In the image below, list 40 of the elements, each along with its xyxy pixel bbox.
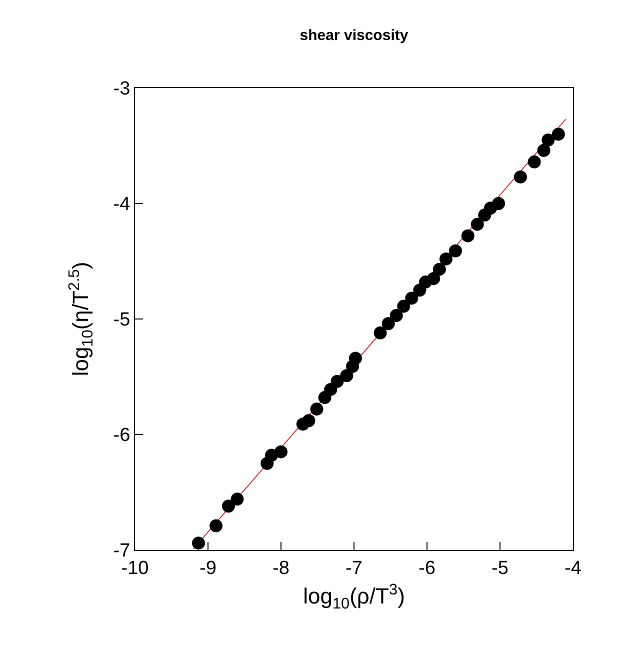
y-tick-label: -6 bbox=[113, 425, 130, 446]
y-tick-label: -5 bbox=[113, 310, 130, 331]
x-tick-label: -4 bbox=[564, 558, 582, 579]
x-tick-label: -8 bbox=[272, 558, 290, 579]
point bbox=[210, 519, 223, 532]
point bbox=[340, 369, 354, 382]
point bbox=[537, 144, 550, 157]
point bbox=[448, 244, 462, 258]
point bbox=[397, 300, 410, 313]
point bbox=[222, 500, 235, 513]
y-tick-label: -3 bbox=[113, 78, 130, 100]
x-tick-label: -7 bbox=[346, 558, 362, 579]
point bbox=[348, 352, 362, 365]
point bbox=[470, 218, 484, 231]
point bbox=[330, 374, 344, 388]
point bbox=[274, 445, 288, 458]
point bbox=[461, 229, 474, 242]
x-axis-title: log$_{10}$(ρ/T$^{3}$) bbox=[303, 581, 405, 612]
point bbox=[374, 326, 387, 340]
point bbox=[324, 382, 338, 396]
point bbox=[405, 292, 418, 305]
point bbox=[552, 128, 565, 141]
point bbox=[230, 492, 244, 506]
point bbox=[528, 155, 541, 168]
point bbox=[514, 170, 527, 184]
point bbox=[542, 133, 555, 146]
point bbox=[302, 414, 316, 428]
x-tick-label: -9 bbox=[200, 558, 216, 579]
x-tick-label: -5 bbox=[492, 558, 508, 579]
point bbox=[390, 309, 403, 322]
point bbox=[427, 272, 440, 286]
point bbox=[192, 536, 206, 550]
point bbox=[310, 402, 324, 416]
point bbox=[432, 262, 446, 276]
point bbox=[439, 252, 452, 266]
x-tick-label: -6 bbox=[418, 558, 436, 579]
point bbox=[492, 197, 506, 210]
chart-title: shear viscosity bbox=[300, 26, 409, 44]
y-tick-label: -4 bbox=[113, 194, 131, 216]
point bbox=[382, 317, 395, 330]
